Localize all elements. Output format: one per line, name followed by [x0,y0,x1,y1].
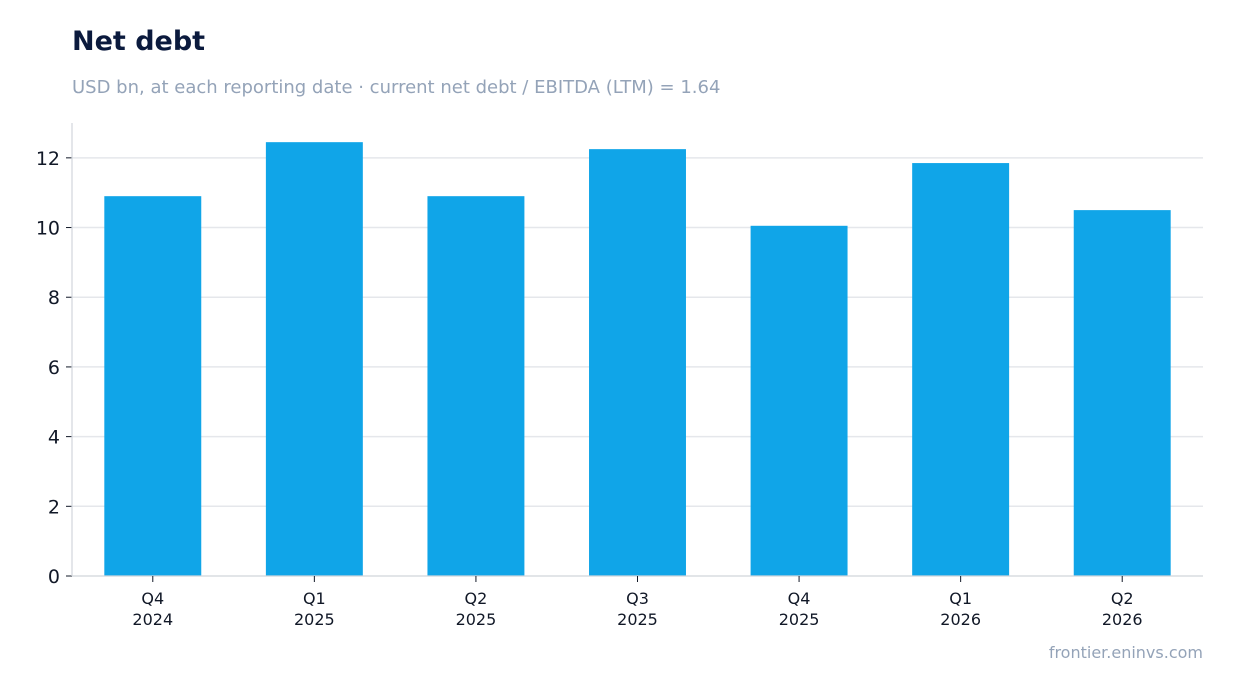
x-tick-label-quarter: Q2 [1111,589,1134,608]
x-tick-label-year: 2026 [940,610,981,629]
x-tick-label-quarter: Q4 [788,589,811,608]
y-tick-label: 10 [36,218,60,240]
bar-Q1-2025 [265,142,363,576]
y-tick-label: 4 [48,427,60,449]
x-tick-label-quarter: Q3 [626,589,649,608]
chart-title: Net debt [72,26,206,57]
y-tick-label: 8 [48,287,60,309]
x-tick-label-quarter: Q4 [141,589,164,608]
tick-labels: 0 2 4 6 8 10 12 Q4 2024 Q1 2025 Q2 2025 Q3 2025 Q4 2025 Q… [36,148,1143,629]
axes [66,123,1203,582]
bar-Q2-2025 [427,196,525,576]
x-tick-label-quarter: Q1 [303,589,326,608]
bar-Q3-2025 [589,149,686,576]
y-tick-label: 2 [48,496,60,518]
bars [104,142,1171,577]
y-tick-label: 12 [36,148,60,170]
x-tick-label-year: 2025 [456,610,497,629]
x-tick-label-year: 2024 [132,610,173,629]
x-tick-label-quarter: Q1 [949,589,972,608]
chart-subtitle: USD bn, at each reporting date · current… [72,77,721,98]
x-tick-label-year: 2025 [294,610,335,629]
y-tick-label: 0 [48,566,60,588]
y-tick-label: 6 [48,357,60,379]
x-tick-label-year: 2026 [1102,610,1143,629]
x-tick-label-year: 2025 [779,610,820,629]
bar-Q2-2026 [1073,210,1171,576]
bar-Q4-2025 [750,225,848,577]
bar-Q1-2026 [912,163,1010,577]
x-tick-label-year: 2025 [617,610,658,629]
x-tick-label-quarter: Q2 [465,589,488,608]
source-link[interactable]: frontier.eninvs.com [1048,643,1203,662]
bar-Q4-2024 [104,196,202,576]
